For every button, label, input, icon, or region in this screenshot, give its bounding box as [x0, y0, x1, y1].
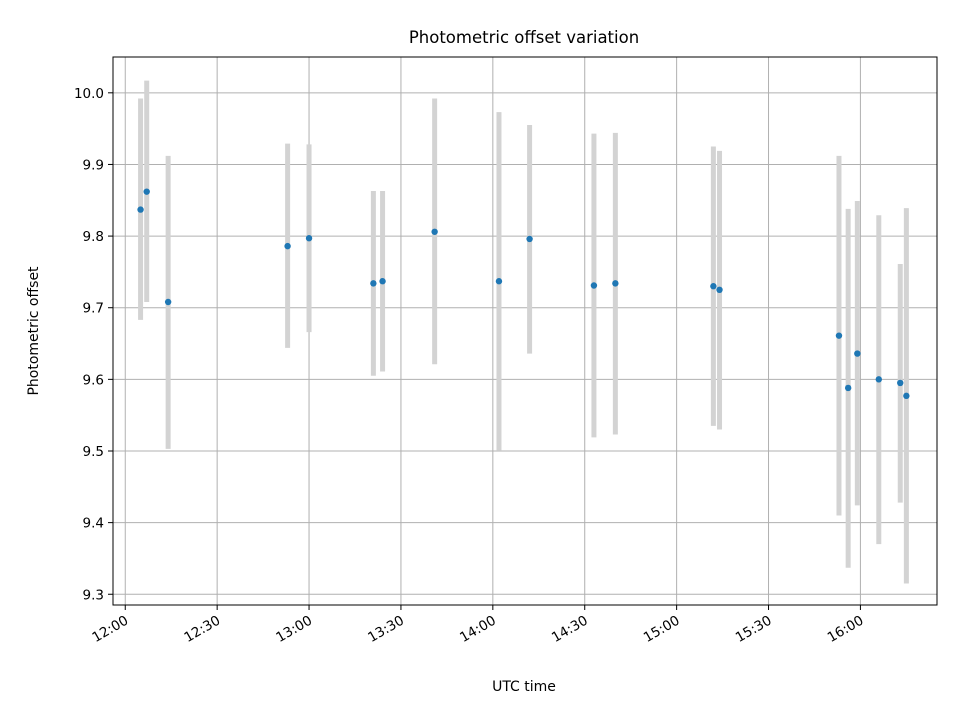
error-bars [138, 80, 909, 584]
data-point [854, 350, 861, 357]
y-tick-label: 10.0 [74, 86, 104, 102]
data-point [164, 298, 172, 306]
data-point [379, 278, 386, 285]
data-point [495, 278, 503, 285]
x-tick-label: 14:30 [549, 613, 591, 646]
data-point [875, 376, 882, 383]
y-tick-label: 9.9 [83, 157, 104, 173]
x-tick-label: 12:00 [90, 613, 132, 646]
y-tick-label: 9.5 [83, 444, 104, 460]
data-point [590, 282, 598, 289]
y-axis-ticks: 9.3 9.4 9.5 9.6 9.7 9.8 9.9 10.0 [74, 86, 113, 603]
x-axis-ticks: 12:00 12:30 13:00 13:30 14:00 14:30 15:00 15:30… [90, 605, 867, 646]
data-point [305, 235, 313, 242]
x-tick-label: 14:00 [457, 613, 499, 646]
x-tick-label: 15:30 [733, 613, 775, 646]
data-point [137, 206, 144, 213]
grid-lines [113, 57, 937, 605]
x-tick-label: 13:00 [273, 613, 315, 646]
data-points [137, 188, 910, 400]
plot-frame [112, 56, 938, 606]
y-tick-label: 9.8 [83, 229, 104, 245]
data-point [716, 286, 723, 294]
y-tick-label: 9.4 [83, 516, 104, 532]
data-point [143, 188, 150, 195]
data-point [431, 228, 438, 235]
y-tick-label: 9.3 [83, 587, 104, 603]
x-tick-label: 13:30 [365, 613, 407, 646]
data-point [844, 384, 852, 392]
y-tick-label: 9.7 [83, 301, 104, 317]
x-axis-label: UTC time [492, 679, 556, 695]
x-tick-label: 15:00 [641, 613, 683, 646]
data-point [284, 242, 291, 250]
y-axis-label: Photometric offset [26, 266, 42, 396]
data-point [526, 235, 533, 243]
data-point [897, 379, 904, 387]
data-point [903, 392, 910, 400]
data-point [612, 280, 619, 287]
y-tick-label: 9.6 [83, 372, 104, 388]
chart-title: Photometric offset variation [409, 28, 639, 47]
data-point [370, 280, 377, 287]
x-tick-label: 12:30 [181, 613, 223, 646]
data-point [710, 283, 717, 290]
data-point [835, 332, 843, 339]
x-tick-label: 16:00 [825, 613, 867, 646]
